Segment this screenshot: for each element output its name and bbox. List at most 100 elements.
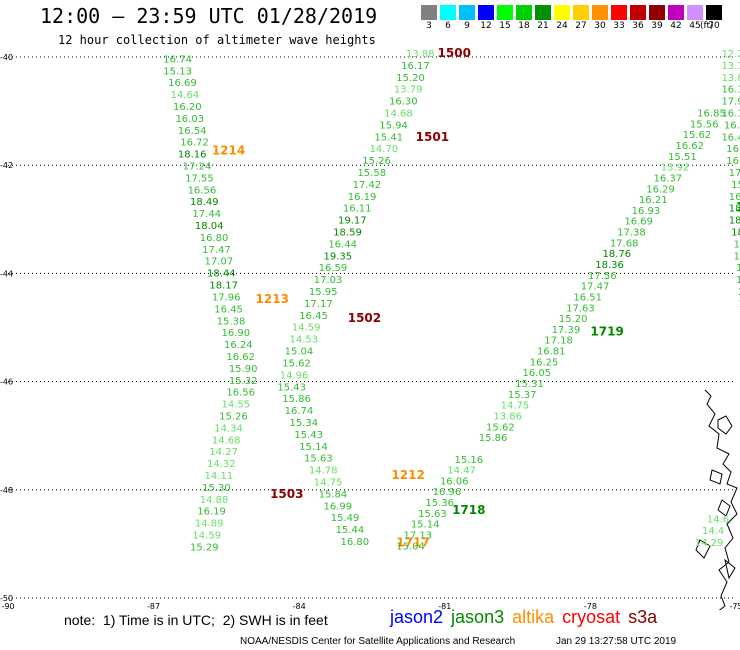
wave-height-label: 16.37 bbox=[653, 173, 682, 184]
legend-swatch bbox=[668, 5, 684, 20]
wave-height-label: 15.37 bbox=[508, 390, 537, 401]
wave-height-label: 17.44 bbox=[192, 209, 221, 220]
wave-height-label: 15.94 bbox=[379, 120, 408, 131]
footer-note: note: 1) Time is in UTC; 2) SWH is in fe… bbox=[64, 612, 328, 628]
legend-swatch bbox=[497, 5, 513, 20]
legend-value: 15 bbox=[499, 21, 511, 31]
legend-swatch bbox=[630, 5, 646, 20]
wave-height-label: 16.46 bbox=[721, 132, 740, 143]
wave-height-label: 14.68 bbox=[212, 435, 241, 446]
legend-swatch bbox=[440, 5, 456, 20]
wave-height-label: 16.62 bbox=[675, 141, 704, 152]
satellite-legend-item: jason2 bbox=[390, 607, 444, 627]
wave-height-label: 15.49 bbox=[331, 513, 360, 524]
wave-height-label: 15.51 bbox=[668, 152, 697, 163]
wave-height-label: 15.43 bbox=[294, 430, 323, 441]
coastline bbox=[695, 389, 738, 610]
wave-height-label: 15.20 bbox=[396, 73, 425, 84]
legend-value: 18 bbox=[518, 21, 530, 31]
chart-title: 12:00 — 23:59 UTC 01/28/2019 bbox=[40, 4, 378, 28]
wave-height-label: 14.6 bbox=[707, 514, 729, 525]
wave-height-label: 16.72 bbox=[180, 138, 209, 149]
legend-value: 33 bbox=[613, 21, 625, 31]
wave-height-label: 15.62 bbox=[486, 422, 515, 433]
pass-time-label: 1718 bbox=[452, 503, 485, 517]
wave-height-label: 16.54 bbox=[178, 126, 207, 137]
wave-height-label: 13.86 bbox=[493, 411, 522, 422]
wave-height-label: 14.75 bbox=[314, 477, 343, 488]
wave-height-label: 14.59 bbox=[192, 530, 221, 541]
wave-height-label: 15.34 bbox=[289, 418, 318, 429]
wave-height-label: 16.29 bbox=[646, 184, 675, 195]
wave-height-label: 18.36 bbox=[595, 260, 624, 271]
wave-height-label: 13.88 bbox=[721, 73, 740, 84]
wave-height-label: 16.90 bbox=[222, 328, 251, 339]
wave-height-label: 15.41 bbox=[374, 132, 403, 143]
y-tick-label: -44 bbox=[0, 269, 13, 278]
wave-height-label: 15.26 bbox=[362, 156, 391, 167]
wave-height-label: 16.06 bbox=[440, 476, 469, 487]
wave-height-label: 14.34 bbox=[214, 423, 243, 434]
wave-height-label: 16.03 bbox=[175, 114, 204, 125]
wave-height-label: 19.35 bbox=[323, 251, 352, 262]
wave-height-label: 15.44 bbox=[336, 525, 365, 536]
x-tick-label: -81 bbox=[438, 602, 451, 610]
pass-time-label: 1503 bbox=[270, 487, 303, 501]
wave-height-label: 14.55 bbox=[222, 400, 251, 411]
legend-value: 27 bbox=[575, 21, 587, 31]
wave-height-label: 15.31 bbox=[731, 180, 740, 191]
wave-height-label: 18.44 bbox=[207, 269, 236, 280]
wave-height-label: 17.96 bbox=[212, 292, 241, 303]
grid-lines: -40 -42 -44 -46 -48 -50-90 -87 -84 -81 -78 -75 bbox=[0, 53, 740, 610]
wave-height-label: 12.22 bbox=[721, 49, 740, 60]
wave-height-label: 15.04 bbox=[396, 541, 425, 552]
wave-height-label: 13.17 bbox=[721, 61, 740, 72]
wave-height-label: 16.96 bbox=[736, 275, 740, 286]
y-tick-label: -40 bbox=[0, 53, 13, 62]
wave-height-label: 17.42 bbox=[353, 180, 382, 191]
legend-value: 3 bbox=[426, 21, 432, 31]
x-tick-label: -78 bbox=[584, 602, 597, 610]
wave-height-label: 17.63 bbox=[566, 303, 595, 314]
wave-height-label: 17.56 bbox=[588, 271, 617, 282]
wave-height-label: 15.62 bbox=[683, 130, 712, 141]
y-tick-label: -46 bbox=[0, 378, 13, 387]
legend-swatch bbox=[592, 5, 608, 20]
x-tick-label: -90 bbox=[1, 602, 14, 610]
wave-height-label: 15.29 bbox=[190, 542, 219, 553]
wave-height-label: 20.92 bbox=[738, 287, 740, 298]
wave-height-label: 16.44 bbox=[328, 239, 357, 250]
wave-height-label: 16.45 bbox=[299, 311, 328, 322]
wave-height-label: 16.17 bbox=[401, 61, 430, 72]
wave-height-label: 16.05 bbox=[522, 368, 551, 379]
wave-height-label: 16.25 bbox=[530, 357, 559, 368]
satellite-legend: jason2 jason3 altika cryosat s3a bbox=[390, 607, 665, 628]
wave-height-label: 14.78 bbox=[309, 466, 338, 477]
wave-height-label: 14.89 bbox=[195, 519, 224, 530]
wave-height-label: 18.29 bbox=[731, 228, 740, 239]
wave-height-label: 16.80 bbox=[200, 233, 229, 244]
wave-height-label: 15.86 bbox=[479, 433, 508, 444]
wave-height-label: 16.20 bbox=[173, 102, 202, 113]
wave-height-label: 15.20 bbox=[559, 314, 588, 325]
wave-height-label: 17.13 bbox=[404, 530, 433, 541]
wave-height-label: 16.69 bbox=[624, 217, 653, 228]
legend-value: 45 bbox=[689, 21, 701, 31]
wave-height-label: 16.45 bbox=[214, 304, 243, 315]
wave-height-label: 17.17 bbox=[304, 299, 333, 310]
wave-height-label: 16.59 bbox=[319, 263, 348, 274]
satellite-legend-item: s3a bbox=[628, 607, 658, 627]
wave-height-label: 16.74 bbox=[163, 54, 192, 65]
wave-height-label: 14.59 bbox=[292, 323, 321, 334]
wave-height-label: 15.56 bbox=[734, 239, 740, 250]
wave-height-label: 15.90 bbox=[229, 364, 258, 375]
wave-height-label: 16.81 bbox=[729, 192, 740, 203]
wave-height-label: 15.63 bbox=[418, 509, 447, 520]
legend-value: 6 bbox=[445, 21, 451, 31]
legend-swatch bbox=[687, 5, 703, 20]
legend-swatch bbox=[478, 5, 494, 20]
wave-height-label: 13.88 bbox=[406, 49, 435, 60]
wave-height-label: 18.16 bbox=[178, 150, 207, 161]
wave-height-label: 16.56 bbox=[188, 185, 217, 196]
wave-height-label: 13.79 bbox=[394, 85, 423, 96]
